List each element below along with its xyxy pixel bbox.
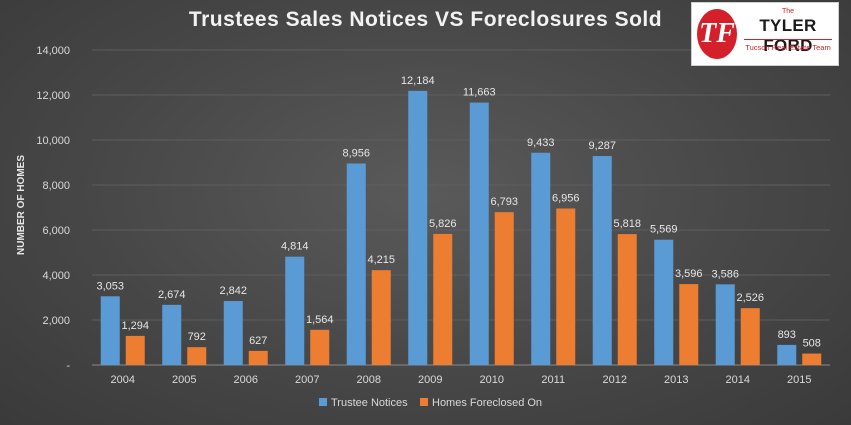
bar-homes-foreclosed bbox=[433, 233, 453, 365]
legend: Trustee Notices Homes Foreclosed On bbox=[319, 397, 542, 409]
x-tick-label: 2008 bbox=[357, 374, 381, 386]
logo-name: TYLER FORD bbox=[759, 16, 817, 55]
y-tick-label: 14,000 bbox=[36, 45, 70, 57]
gridlines bbox=[92, 49, 830, 366]
bar-trustee-notices bbox=[715, 284, 735, 365]
legend-entry: Trustee Notices bbox=[331, 397, 408, 409]
x-tick-label: 2007 bbox=[295, 374, 319, 386]
data-label: 8,956 bbox=[342, 147, 370, 159]
bar-trustee-notices bbox=[223, 301, 243, 365]
data-label: 3,586 bbox=[711, 268, 739, 280]
bar-trustee-notices bbox=[346, 163, 366, 365]
data-label: 2,674 bbox=[158, 289, 186, 301]
x-tick-label: 2004 bbox=[111, 374, 135, 386]
bar-homes-foreclosed bbox=[494, 212, 514, 365]
data-label: 9,287 bbox=[588, 140, 616, 152]
bar-homes-foreclosed bbox=[617, 234, 637, 365]
logo-mark-icon: TF bbox=[697, 9, 737, 59]
chart-title: Trustees Sales Notices VS Foreclosures S… bbox=[188, 8, 663, 31]
data-label: 11,663 bbox=[463, 87, 496, 99]
x-tick-label: 2006 bbox=[234, 374, 258, 386]
bar-trustee-notices bbox=[531, 152, 551, 365]
data-label: 893 bbox=[778, 329, 796, 341]
y-tick-label: 6,000 bbox=[42, 225, 70, 237]
logo-the: The bbox=[781, 8, 795, 15]
data-label: 5,569 bbox=[650, 224, 678, 236]
data-label: 3,053 bbox=[96, 280, 124, 292]
y-tick-label: 10,000 bbox=[36, 135, 70, 147]
data-label: 792 bbox=[188, 331, 206, 343]
bar-homes-foreclosed bbox=[310, 329, 330, 365]
data-label: 1,564 bbox=[306, 314, 334, 326]
bar-homes-foreclosed bbox=[679, 284, 699, 365]
data-label: 12,184 bbox=[401, 75, 435, 87]
data-label: 2,842 bbox=[219, 285, 247, 297]
x-tick-label: 2015 bbox=[787, 374, 811, 386]
y-axis-label: NUMBER OF HOMES bbox=[16, 155, 27, 255]
bar-trustee-notices bbox=[592, 156, 612, 365]
y-axis-ticks: - 2,000 4,000 6,000 8,000 10,000 12,000 14,000 bbox=[36, 45, 70, 372]
legend-entry: Homes Foreclosed On bbox=[432, 397, 542, 409]
y-tick-label: - bbox=[66, 360, 70, 372]
data-label: 6,956 bbox=[552, 192, 580, 204]
bars bbox=[100, 90, 822, 366]
logo-divider bbox=[744, 39, 832, 40]
bar-trustee-notices bbox=[162, 304, 182, 365]
data-label: 4,215 bbox=[367, 254, 395, 266]
x-tick-label: 2005 bbox=[172, 374, 196, 386]
data-labels: 3,053 1,294 2,674 792 2,842 627 4,814 1,564 8,95… bbox=[96, 75, 820, 350]
bar-trustee-notices bbox=[408, 90, 428, 366]
data-label: 5,818 bbox=[613, 218, 641, 230]
x-tick-label: 2010 bbox=[480, 374, 504, 386]
data-label: 9,433 bbox=[527, 137, 555, 149]
x-tick-label: 2012 bbox=[603, 374, 627, 386]
y-tick-label: 12,000 bbox=[36, 90, 70, 102]
data-label: 3,596 bbox=[675, 268, 703, 280]
x-tick-label: 2014 bbox=[726, 374, 750, 386]
x-tick-label: 2013 bbox=[664, 374, 688, 386]
data-label: 2,526 bbox=[736, 292, 764, 304]
y-tick-label: 4,000 bbox=[42, 270, 70, 282]
bar-homes-foreclosed bbox=[248, 350, 268, 365]
data-label: 5,826 bbox=[429, 218, 457, 230]
bar-trustee-notices bbox=[654, 239, 674, 365]
data-label: 1,294 bbox=[121, 320, 149, 332]
data-label: 6,793 bbox=[490, 196, 518, 208]
data-label: 627 bbox=[249, 335, 267, 347]
x-tick-label: 2009 bbox=[418, 374, 442, 386]
bar-trustee-notices bbox=[777, 344, 797, 365]
legend-swatch bbox=[319, 398, 327, 406]
data-label: 508 bbox=[803, 338, 821, 350]
bar-homes-foreclosed bbox=[187, 347, 207, 365]
tyler-ford-logo: TF The TYLER FORD Tucson Real Estate Tea… bbox=[691, 2, 839, 66]
bar-trustee-notices bbox=[469, 102, 489, 366]
y-tick-label: 2,000 bbox=[42, 315, 70, 327]
bar-homes-foreclosed bbox=[125, 335, 145, 365]
bar-trustee-notices bbox=[100, 296, 120, 365]
logo-team: Tucson Real Estate Team bbox=[745, 43, 831, 52]
bar-homes-foreclosed bbox=[802, 353, 822, 365]
bar-homes-foreclosed bbox=[740, 308, 760, 365]
x-tick-label: 2011 bbox=[541, 374, 565, 386]
bar-homes-foreclosed bbox=[371, 270, 391, 365]
x-axis-ticks: 2004 2005 2006 2007 2008 2009 2010 2011 2012 2013… bbox=[111, 374, 812, 386]
bar-trustee-notices bbox=[285, 256, 305, 365]
legend-swatch bbox=[420, 398, 428, 406]
data-label: 4,814 bbox=[281, 241, 309, 253]
bar-homes-foreclosed bbox=[556, 208, 576, 365]
y-tick-label: 8,000 bbox=[42, 180, 70, 192]
